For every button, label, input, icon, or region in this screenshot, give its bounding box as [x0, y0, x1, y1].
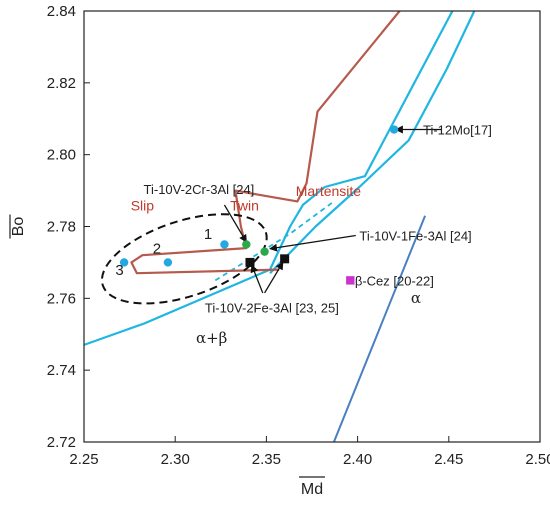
label-ti10v1fe: Ti-10V-1Fe-3Al [24] — [359, 228, 471, 243]
region-alpha-beta: α+β — [196, 329, 227, 347]
label-ti12mo: Ti-12Mo[17] — [423, 123, 492, 138]
x-tick-label: 2.40 — [343, 451, 372, 468]
number-label-2: 2 — [153, 240, 161, 257]
region-slip: Slip — [131, 197, 155, 213]
y-tick-label: 2.82 — [47, 75, 76, 92]
series-line-blue-dashed — [214, 200, 335, 282]
x-tick-label: 2.50 — [525, 451, 550, 468]
label-beta-cez: β-Cez [20-22] — [355, 273, 434, 288]
y-tick-label: 2.80 — [47, 147, 76, 164]
arrow-ti10v2fe-b — [264, 261, 284, 294]
data-point-cyan — [389, 125, 399, 134]
x-tick-label: 2.30 — [161, 451, 190, 468]
x-tick-label: 2.45 — [434, 451, 463, 468]
data-point-cyan — [220, 240, 229, 249]
data-point-magenta — [346, 276, 355, 285]
region-twin: Twin — [230, 197, 259, 213]
x-tick-label: 2.25 — [69, 451, 98, 468]
y-tick-label: 2.78 — [47, 219, 76, 236]
data-point-green — [260, 247, 269, 256]
series-line-blue-inner — [269, 11, 476, 274]
y-tick-label: 2.84 — [47, 3, 76, 20]
region-alpha: α — [411, 289, 421, 307]
series-line-alpha-boundary — [332, 215, 427, 442]
label-ti10v2cr: Ti-10V-2Cr-3Al [24] — [144, 182, 255, 197]
arrow-ti10v2cr — [223, 204, 247, 243]
dashed-ellipse — [100, 213, 268, 305]
data-point-black — [245, 257, 255, 267]
y-tick-label: 2.72 — [47, 434, 76, 451]
y-axis-label: Bo — [10, 217, 27, 237]
plot-frame — [83, 10, 541, 443]
data-point-green — [242, 240, 251, 249]
number-label-1: 1 — [204, 226, 212, 243]
data-point-cyan — [119, 258, 129, 267]
data-point-black — [280, 254, 290, 264]
y-tick-label: 2.74 — [47, 362, 76, 379]
x-axis-label: Md — [301, 481, 323, 498]
label-ti10v2fe: Ti-10V-2Fe-3Al [23, 25] — [205, 300, 339, 315]
y-tick-label: 2.76 — [47, 290, 76, 307]
series-line-red — [130, 11, 401, 275]
data-point-cyan — [163, 258, 173, 267]
arrow-ti10v1fe — [269, 234, 356, 252]
number-label-3: 3 — [115, 262, 123, 279]
arrow-ti10v2fe-a — [250, 264, 264, 294]
series-line-blue-outer — [84, 11, 454, 347]
x-tick-label: 2.35 — [252, 451, 281, 468]
region-martensite: Martensite — [296, 183, 362, 199]
